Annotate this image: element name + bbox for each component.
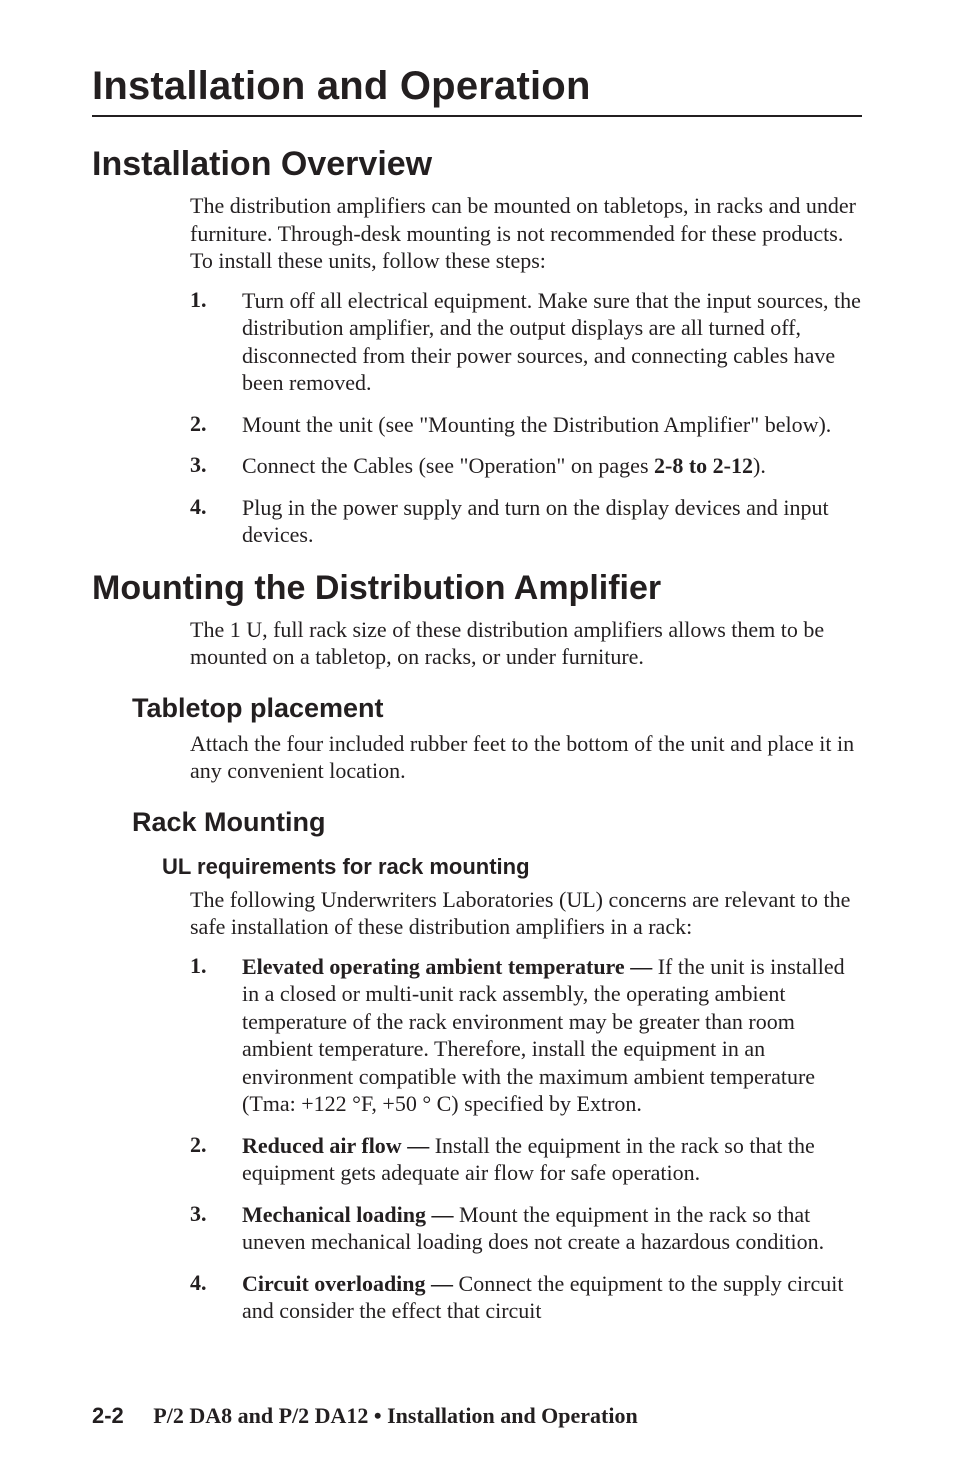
overview-step: 2. Mount the unit (see "Mounting the Dis…: [190, 411, 862, 439]
item-text: Elevated operating ambient temperature —…: [242, 953, 862, 1118]
item-text: Reduced air flow — Install the equipment…: [242, 1132, 862, 1187]
item-number: 1.: [190, 953, 242, 1118]
item-runin: Circuit overloading —: [242, 1271, 459, 1296]
heading-tabletop: Tabletop placement: [132, 693, 862, 724]
heading-mounting: Mounting the Distribution Amplifier: [92, 569, 862, 608]
ul-intro: The following Underwriters Laboratories …: [190, 886, 862, 941]
chapter-rule: [92, 115, 862, 117]
step-text-bold: 2-8 to 2-12: [654, 453, 753, 478]
heading-rack-mounting: Rack Mounting: [132, 807, 862, 838]
item-number: 3.: [190, 1201, 242, 1256]
item-text: Circuit overloading — Connect the equipm…: [242, 1270, 862, 1325]
mounting-intro: The 1 U, full rack size of these distrib…: [190, 616, 862, 671]
overview-step: 1. Turn off all electrical equipment. Ma…: [190, 287, 862, 397]
footer-text: P/2 DA8 and P/2 DA12 • Installation and …: [153, 1403, 637, 1428]
tabletop-body: Attach the four included rubber feet to …: [190, 730, 862, 785]
step-number: 3.: [190, 452, 242, 480]
step-text: Turn off all electrical equipment. Make …: [242, 287, 862, 397]
page-footer: 2-2 P/2 DA8 and P/2 DA12 • Installation …: [0, 1403, 954, 1429]
ul-items: 1. Elevated operating ambient temperatur…: [190, 953, 862, 1325]
heading-installation-overview: Installation Overview: [92, 145, 862, 184]
item-runin: Elevated operating ambient temperature —: [242, 954, 658, 979]
item-number: 2.: [190, 1132, 242, 1187]
overview-steps: 1. Turn off all electrical equipment. Ma…: [190, 287, 862, 549]
step-text-post: ).: [753, 453, 766, 478]
step-text-pre: Connect the Cables (see "Operation" on p…: [242, 453, 654, 478]
chapter-title: Installation and Operation: [92, 64, 862, 109]
step-number: 2.: [190, 411, 242, 439]
tabletop-text: Attach the four included rubber feet to …: [190, 730, 862, 785]
ul-item: 3. Mechanical loading — Mount the equipm…: [190, 1201, 862, 1256]
item-runin: Reduced air flow —: [242, 1133, 435, 1158]
item-text: Mechanical loading — Mount the equipment…: [242, 1201, 862, 1256]
mounting-body: The 1 U, full rack size of these distrib…: [190, 616, 862, 671]
step-number: 4.: [190, 494, 242, 549]
ul-item: 2. Reduced air flow — Install the equipm…: [190, 1132, 862, 1187]
overview-intro: The distribution amplifiers can be mount…: [190, 192, 862, 275]
step-text: Connect the Cables (see "Operation" on p…: [242, 452, 862, 480]
step-text: Mount the unit (see "Mounting the Distri…: [242, 411, 862, 439]
overview-step: 4. Plug in the power supply and turn on …: [190, 494, 862, 549]
overview-step: 3. Connect the Cables (see "Operation" o…: [190, 452, 862, 480]
ul-item: 1. Elevated operating ambient temperatur…: [190, 953, 862, 1118]
heading-ul-requirements: UL requirements for rack mounting: [162, 854, 862, 880]
page: Installation and Operation Installation …: [0, 0, 954, 1325]
step-number: 1.: [190, 287, 242, 397]
ul-body: The following Underwriters Laboratories …: [190, 886, 862, 1325]
page-number: 2-2: [92, 1403, 124, 1428]
step-text: Plug in the power supply and turn on the…: [242, 494, 862, 549]
item-runin: Mechanical loading —: [242, 1202, 459, 1227]
item-number: 4.: [190, 1270, 242, 1325]
overview-body: The distribution amplifiers can be mount…: [190, 192, 862, 549]
ul-item: 4. Circuit overloading — Connect the equ…: [190, 1270, 862, 1325]
